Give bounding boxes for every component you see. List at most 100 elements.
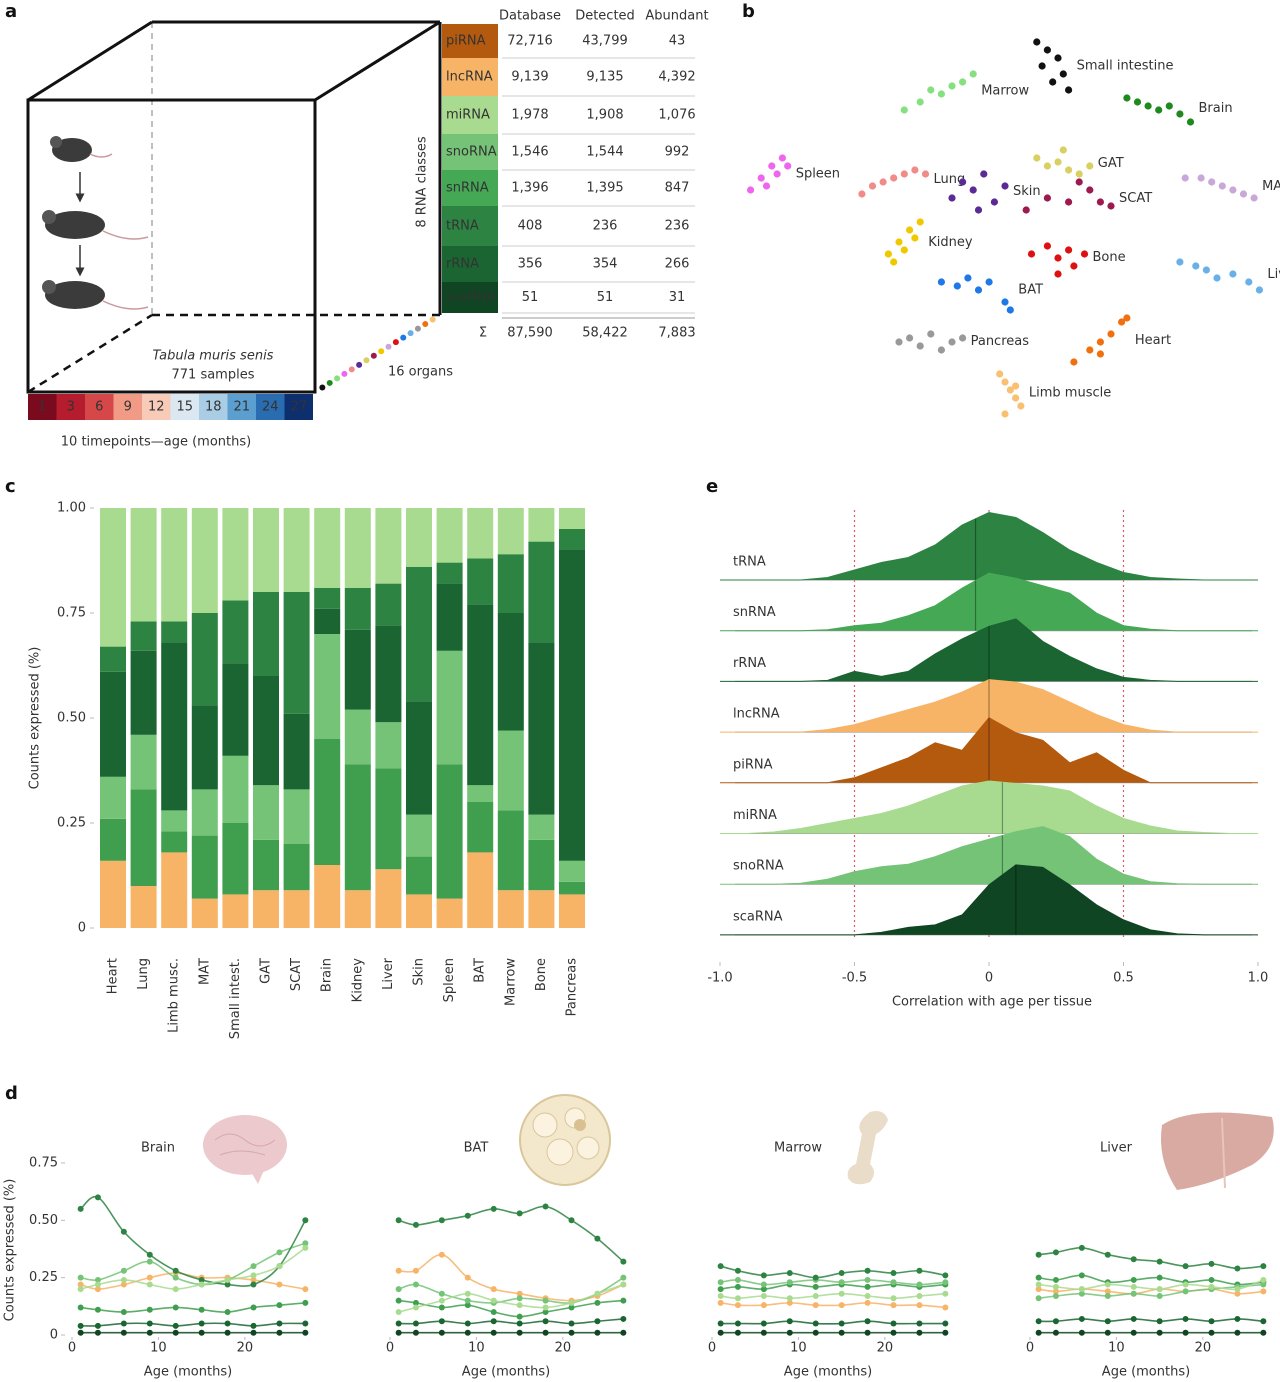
age-point [620, 1274, 627, 1281]
age-point [916, 1320, 923, 1327]
age-point [1035, 1318, 1042, 1325]
density-ridge [720, 780, 1258, 834]
trend-line [398, 1276, 624, 1304]
tsne-point [1133, 98, 1142, 106]
bar-segment [130, 734, 157, 790]
x-tick-label: 10 [790, 1341, 807, 1356]
sum-cell: 7,883 [658, 326, 695, 341]
age-point [395, 1297, 402, 1304]
tsne-point [1229, 186, 1237, 194]
age-point [786, 1318, 793, 1325]
age-point [172, 1304, 179, 1311]
cluster-label: SCAT [1119, 191, 1152, 206]
bar-segment [436, 508, 463, 563]
age-point [94, 1322, 101, 1329]
age-point [1208, 1329, 1215, 1336]
age-point [94, 1276, 101, 1283]
sum-symbol: Σ [479, 326, 487, 341]
subplot-title: Brain [141, 1141, 175, 1156]
x-tick-label: 10 [150, 1341, 167, 1356]
tsne-point [1245, 278, 1253, 286]
x-tick-label: 20 [237, 1341, 254, 1356]
age-point [916, 1281, 923, 1288]
tsne-point [1065, 198, 1073, 206]
y-tick-label: 0.75 [29, 1155, 58, 1170]
class-cell [442, 170, 498, 206]
mice [42, 136, 149, 310]
cluster-label: Kidney [928, 235, 973, 250]
x-tick-label: 10 [1108, 1341, 1125, 1356]
timepoint-cell [199, 394, 228, 420]
bar-segment [191, 898, 218, 928]
tsne-point [1096, 198, 1104, 206]
age-point [1104, 1281, 1111, 1288]
tsne-point [1075, 178, 1083, 186]
bar-segment [375, 869, 402, 928]
age-point [542, 1203, 549, 1210]
bar-segment [222, 755, 249, 823]
age-point [1035, 1286, 1042, 1293]
age-point [438, 1318, 445, 1325]
class-label: lncRNA [446, 70, 493, 85]
age-point [942, 1320, 949, 1327]
trend-line [720, 1302, 946, 1309]
age-point [276, 1302, 283, 1309]
age-point [568, 1329, 575, 1336]
mouse [42, 210, 149, 240]
age-point [1130, 1256, 1137, 1263]
age-point [77, 1286, 84, 1293]
sum-cell: 87,590 [507, 326, 553, 341]
bar-segment [497, 554, 524, 613]
tsne-point [937, 278, 946, 286]
bar-segment [222, 823, 249, 895]
bar-segment [283, 592, 310, 714]
cluster-label: BAT [1018, 283, 1043, 298]
bar-segment [406, 566, 432, 702]
age-point [464, 1302, 471, 1309]
tsne-point [1054, 54, 1062, 62]
age-point [516, 1329, 523, 1336]
age-point [1078, 1244, 1085, 1251]
age-point [734, 1295, 741, 1302]
bar-segment [559, 894, 585, 928]
table-cell: 31 [669, 290, 686, 305]
age-point [594, 1235, 601, 1242]
age-point [717, 1293, 724, 1299]
age-point [120, 1320, 127, 1327]
trend-line [1038, 1283, 1264, 1300]
tsne-point [948, 194, 956, 202]
tsne-point [1250, 194, 1258, 202]
age-point [890, 1270, 897, 1277]
subplot-title: Marrow [774, 1141, 822, 1156]
tsne-point [1070, 358, 1078, 366]
class-cell [442, 24, 498, 58]
x-tick-label: Small intest. [228, 958, 243, 1039]
trend-line [80, 1242, 306, 1286]
age-point [734, 1267, 741, 1274]
trend-line [398, 1283, 624, 1313]
tsne-point [778, 154, 787, 162]
table-cell: 992 [665, 145, 690, 160]
trend-line [80, 1322, 306, 1327]
y-tick-label: 0.50 [57, 711, 86, 726]
organ-dot [319, 384, 326, 391]
age-point [542, 1318, 549, 1325]
age-point [1130, 1329, 1137, 1336]
age-point [1104, 1318, 1111, 1325]
age-point [1234, 1286, 1241, 1293]
tsne-point [900, 106, 908, 114]
age-point [1208, 1318, 1215, 1325]
bar-segment [467, 852, 494, 928]
organ-dot [407, 330, 414, 337]
age-point [1260, 1318, 1267, 1325]
bar-segment [344, 764, 371, 891]
age-point [838, 1320, 845, 1327]
age-point [77, 1205, 84, 1212]
age-point [734, 1283, 741, 1290]
bar-segment [406, 814, 432, 857]
age-point [1052, 1318, 1059, 1325]
bar-segment [497, 613, 524, 731]
age-point [542, 1297, 549, 1304]
age-point [812, 1302, 819, 1309]
age-point [1104, 1251, 1111, 1258]
